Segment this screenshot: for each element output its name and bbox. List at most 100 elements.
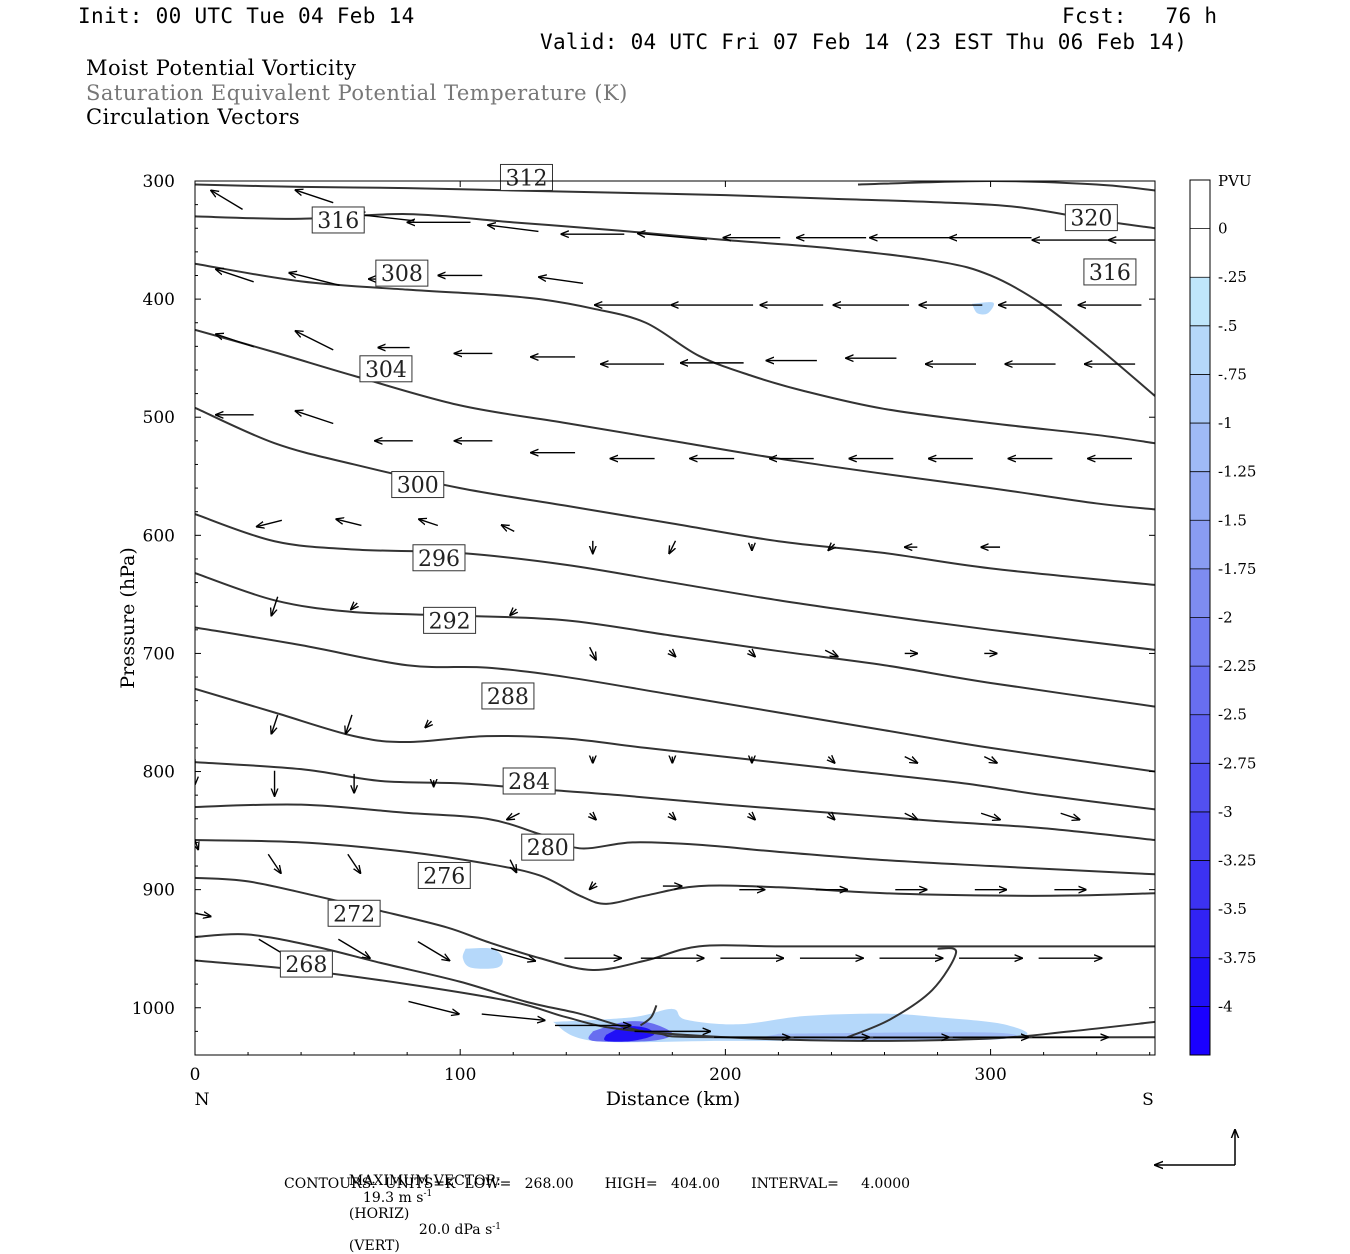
- theta-es-contour: [195, 687, 1155, 811]
- circulation-vector: [749, 813, 755, 819]
- theta-es-contour: [195, 406, 1155, 586]
- circulation-vector: [216, 269, 254, 283]
- contour-label-box: [311, 206, 365, 234]
- colorbar-label: -3.75: [1218, 949, 1256, 967]
- circulation-vector: [904, 812, 918, 819]
- contour-label: 316: [1089, 261, 1131, 286]
- colorbar-label: -2.5: [1218, 706, 1247, 724]
- contour-label: 272: [333, 902, 375, 927]
- colorbar-swatch: [1190, 520, 1210, 570]
- colorbar-label: -1.5: [1218, 511, 1247, 529]
- y-tick-label: 700: [143, 644, 175, 664]
- max-vector-horiz: 19.3 m s: [362, 1189, 424, 1206]
- colorbar-swatch: [1190, 423, 1210, 473]
- circulation-vector: [828, 813, 834, 819]
- circulation-vector: [351, 603, 357, 609]
- circulation-vector: [509, 859, 516, 873]
- colorbar-label: -1.25: [1218, 463, 1256, 481]
- contour-label-box: [412, 544, 466, 572]
- colorbar-unit: PVU: [1218, 172, 1252, 190]
- circulation-vector: [346, 714, 353, 734]
- colorbar-label: -4: [1218, 997, 1233, 1015]
- circulation-vector: [216, 334, 254, 348]
- theta-es-contour: [846, 947, 958, 1039]
- circulation-vector: [195, 910, 211, 916]
- theta-es-contour: [195, 839, 1155, 905]
- colorbar-swatch: [1190, 277, 1210, 327]
- contour-label: 296: [418, 547, 460, 572]
- y-tick-label: 600: [143, 526, 175, 546]
- circulation-vector: [669, 650, 675, 656]
- contour-label-box: [1083, 258, 1137, 286]
- contour-label-box: [391, 471, 445, 499]
- mpv-shaded-region: [462, 948, 503, 969]
- circulation-vector: [195, 837, 198, 850]
- north-label: N: [195, 1090, 210, 1110]
- contour-label-box: [502, 767, 556, 795]
- colorbar-swatch: [1190, 180, 1210, 230]
- title-mpv: Moist Potential Vorticity: [86, 56, 357, 80]
- theta-es-contour: [639, 1004, 658, 1027]
- circulation-vector: [417, 941, 450, 961]
- theta-es-contour: [195, 262, 1155, 445]
- contour-label: 308: [381, 262, 423, 287]
- contour-label: 316: [317, 209, 359, 234]
- contour-label: 300: [397, 474, 439, 499]
- circulation-vector: [336, 519, 362, 527]
- contour-label: 288: [487, 685, 529, 710]
- theta-es-contour: [195, 626, 1155, 773]
- circulation-vector: [338, 938, 370, 958]
- y-tick-label: 800: [143, 763, 175, 783]
- circulation-vector: [271, 714, 279, 734]
- circulation-vector: [510, 609, 516, 615]
- circulation-vector: [502, 525, 515, 533]
- circulation-vector: [669, 540, 677, 554]
- y-tick-label: 400: [143, 290, 175, 310]
- colorbar-swatch: [1190, 374, 1210, 424]
- contour-label: 276: [423, 864, 465, 889]
- colorbar-label: 0: [1218, 220, 1228, 238]
- contour-label-box: [417, 861, 471, 889]
- max-vector-line: MAXIMUM VECTOR: 19.3 m s-1 (HORIZ) 20.0 …: [340, 1157, 501, 1254]
- y-tick-label: 1000: [132, 999, 175, 1019]
- contour-label-box: [423, 606, 477, 634]
- reference-vector-icon: [1155, 1130, 1235, 1165]
- contour-label-box: [359, 355, 413, 383]
- circulation-vector: [257, 519, 283, 526]
- theta-es-contour: [857, 181, 1155, 192]
- contour-label: 268: [285, 953, 327, 978]
- title-theta-es: Saturation Equivalent Potential Temperat…: [86, 81, 628, 105]
- circulation-vector: [828, 544, 834, 550]
- x-tick-label: 100: [444, 1065, 476, 1085]
- colorbar-swatch: [1190, 1006, 1210, 1056]
- colorbar-swatch: [1190, 909, 1210, 959]
- circulation-vector: [980, 812, 1000, 819]
- contour-label-box: [375, 259, 429, 287]
- contour-label: 304: [365, 358, 407, 383]
- colorbar-swatch: [1190, 471, 1210, 521]
- vert-tag: (VERT): [348, 1238, 400, 1254]
- circulation-vector: [638, 233, 708, 241]
- max-vector-vert: 20.0 dPa s: [418, 1222, 493, 1239]
- circulation-vector: [507, 812, 520, 819]
- south-label: S: [1142, 1090, 1154, 1110]
- colorbar-swatch: [1190, 325, 1210, 375]
- circulation-vector: [481, 1013, 545, 1020]
- colorbar-label: -2: [1218, 609, 1233, 627]
- horiz-unit-exponent: -1: [423, 1189, 433, 1199]
- colorbar-label: -.25: [1218, 268, 1247, 286]
- y-tick-label: 900: [143, 881, 175, 901]
- circulation-vector: [590, 813, 596, 819]
- theta-es-contour: [195, 183, 1155, 230]
- colorbar-swatch: [1190, 763, 1210, 813]
- circulation-vector: [295, 411, 334, 425]
- circulation-vector: [358, 214, 415, 222]
- theta-es-contour: [195, 761, 1155, 842]
- circulation-vector: [1060, 812, 1080, 819]
- contour-label-box: [481, 682, 535, 710]
- colorbar-swatch: [1190, 666, 1210, 716]
- circulation-vector: [267, 853, 281, 873]
- y-axis-label: Pressure (hPa): [117, 547, 139, 689]
- circulation-vector: [904, 755, 918, 763]
- theta-es-contour: [195, 572, 1155, 708]
